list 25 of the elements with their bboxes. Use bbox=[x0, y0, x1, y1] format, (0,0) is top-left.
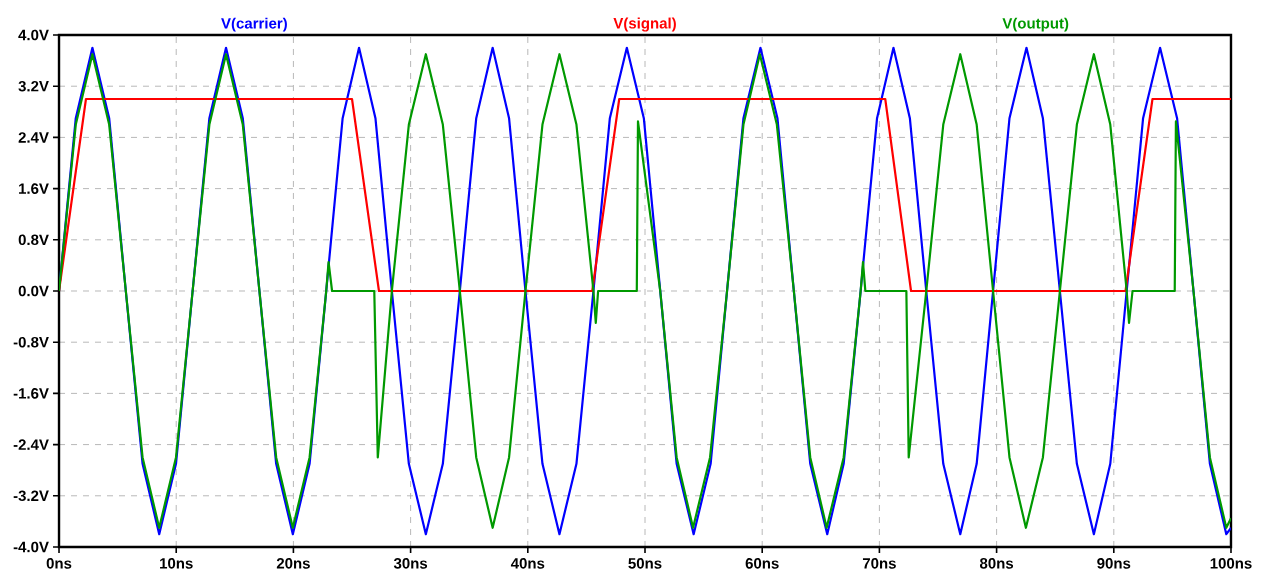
x-tick-label: 0ns bbox=[46, 558, 72, 569]
y-tick-label: 3.2V bbox=[18, 80, 49, 92]
x-tick-label: 40ns bbox=[510, 558, 545, 569]
y-tick-label: 2.4V bbox=[18, 132, 49, 143]
x-tick-label: 80ns bbox=[979, 558, 1014, 569]
text: V(output) bbox=[1002, 17, 1069, 32]
y-tick-label: 0.0V bbox=[18, 285, 49, 297]
x-tick-label: 10ns bbox=[160, 558, 193, 569]
text: V(signal) bbox=[613, 17, 676, 32]
x-tick-label: 70ns bbox=[862, 558, 896, 569]
x-tick-label: 30ns bbox=[393, 558, 428, 569]
series-label: V(carrier) bbox=[221, 17, 287, 32]
x-tick-label: 50ns bbox=[628, 558, 662, 569]
y-tick-label: 4.0V bbox=[18, 29, 49, 41]
y-tick-label: 1.6V bbox=[19, 183, 49, 194]
x-tick-label: 60ns bbox=[745, 558, 779, 569]
x-tick-label: 100ns bbox=[1210, 558, 1252, 569]
y-tick-label: -2.4V bbox=[13, 439, 49, 450]
y-tick-label: -1.6V bbox=[13, 388, 49, 399]
x-tick-label: 20ns bbox=[276, 558, 310, 569]
x-tick-label: 90ns bbox=[1097, 558, 1131, 569]
y-tick-label: 0.8V bbox=[18, 234, 49, 246]
y-tick-label: -3.2V bbox=[13, 490, 49, 502]
y-tick-label: -4.0V bbox=[13, 541, 49, 553]
y-tick-label: -0.8V bbox=[13, 336, 49, 348]
